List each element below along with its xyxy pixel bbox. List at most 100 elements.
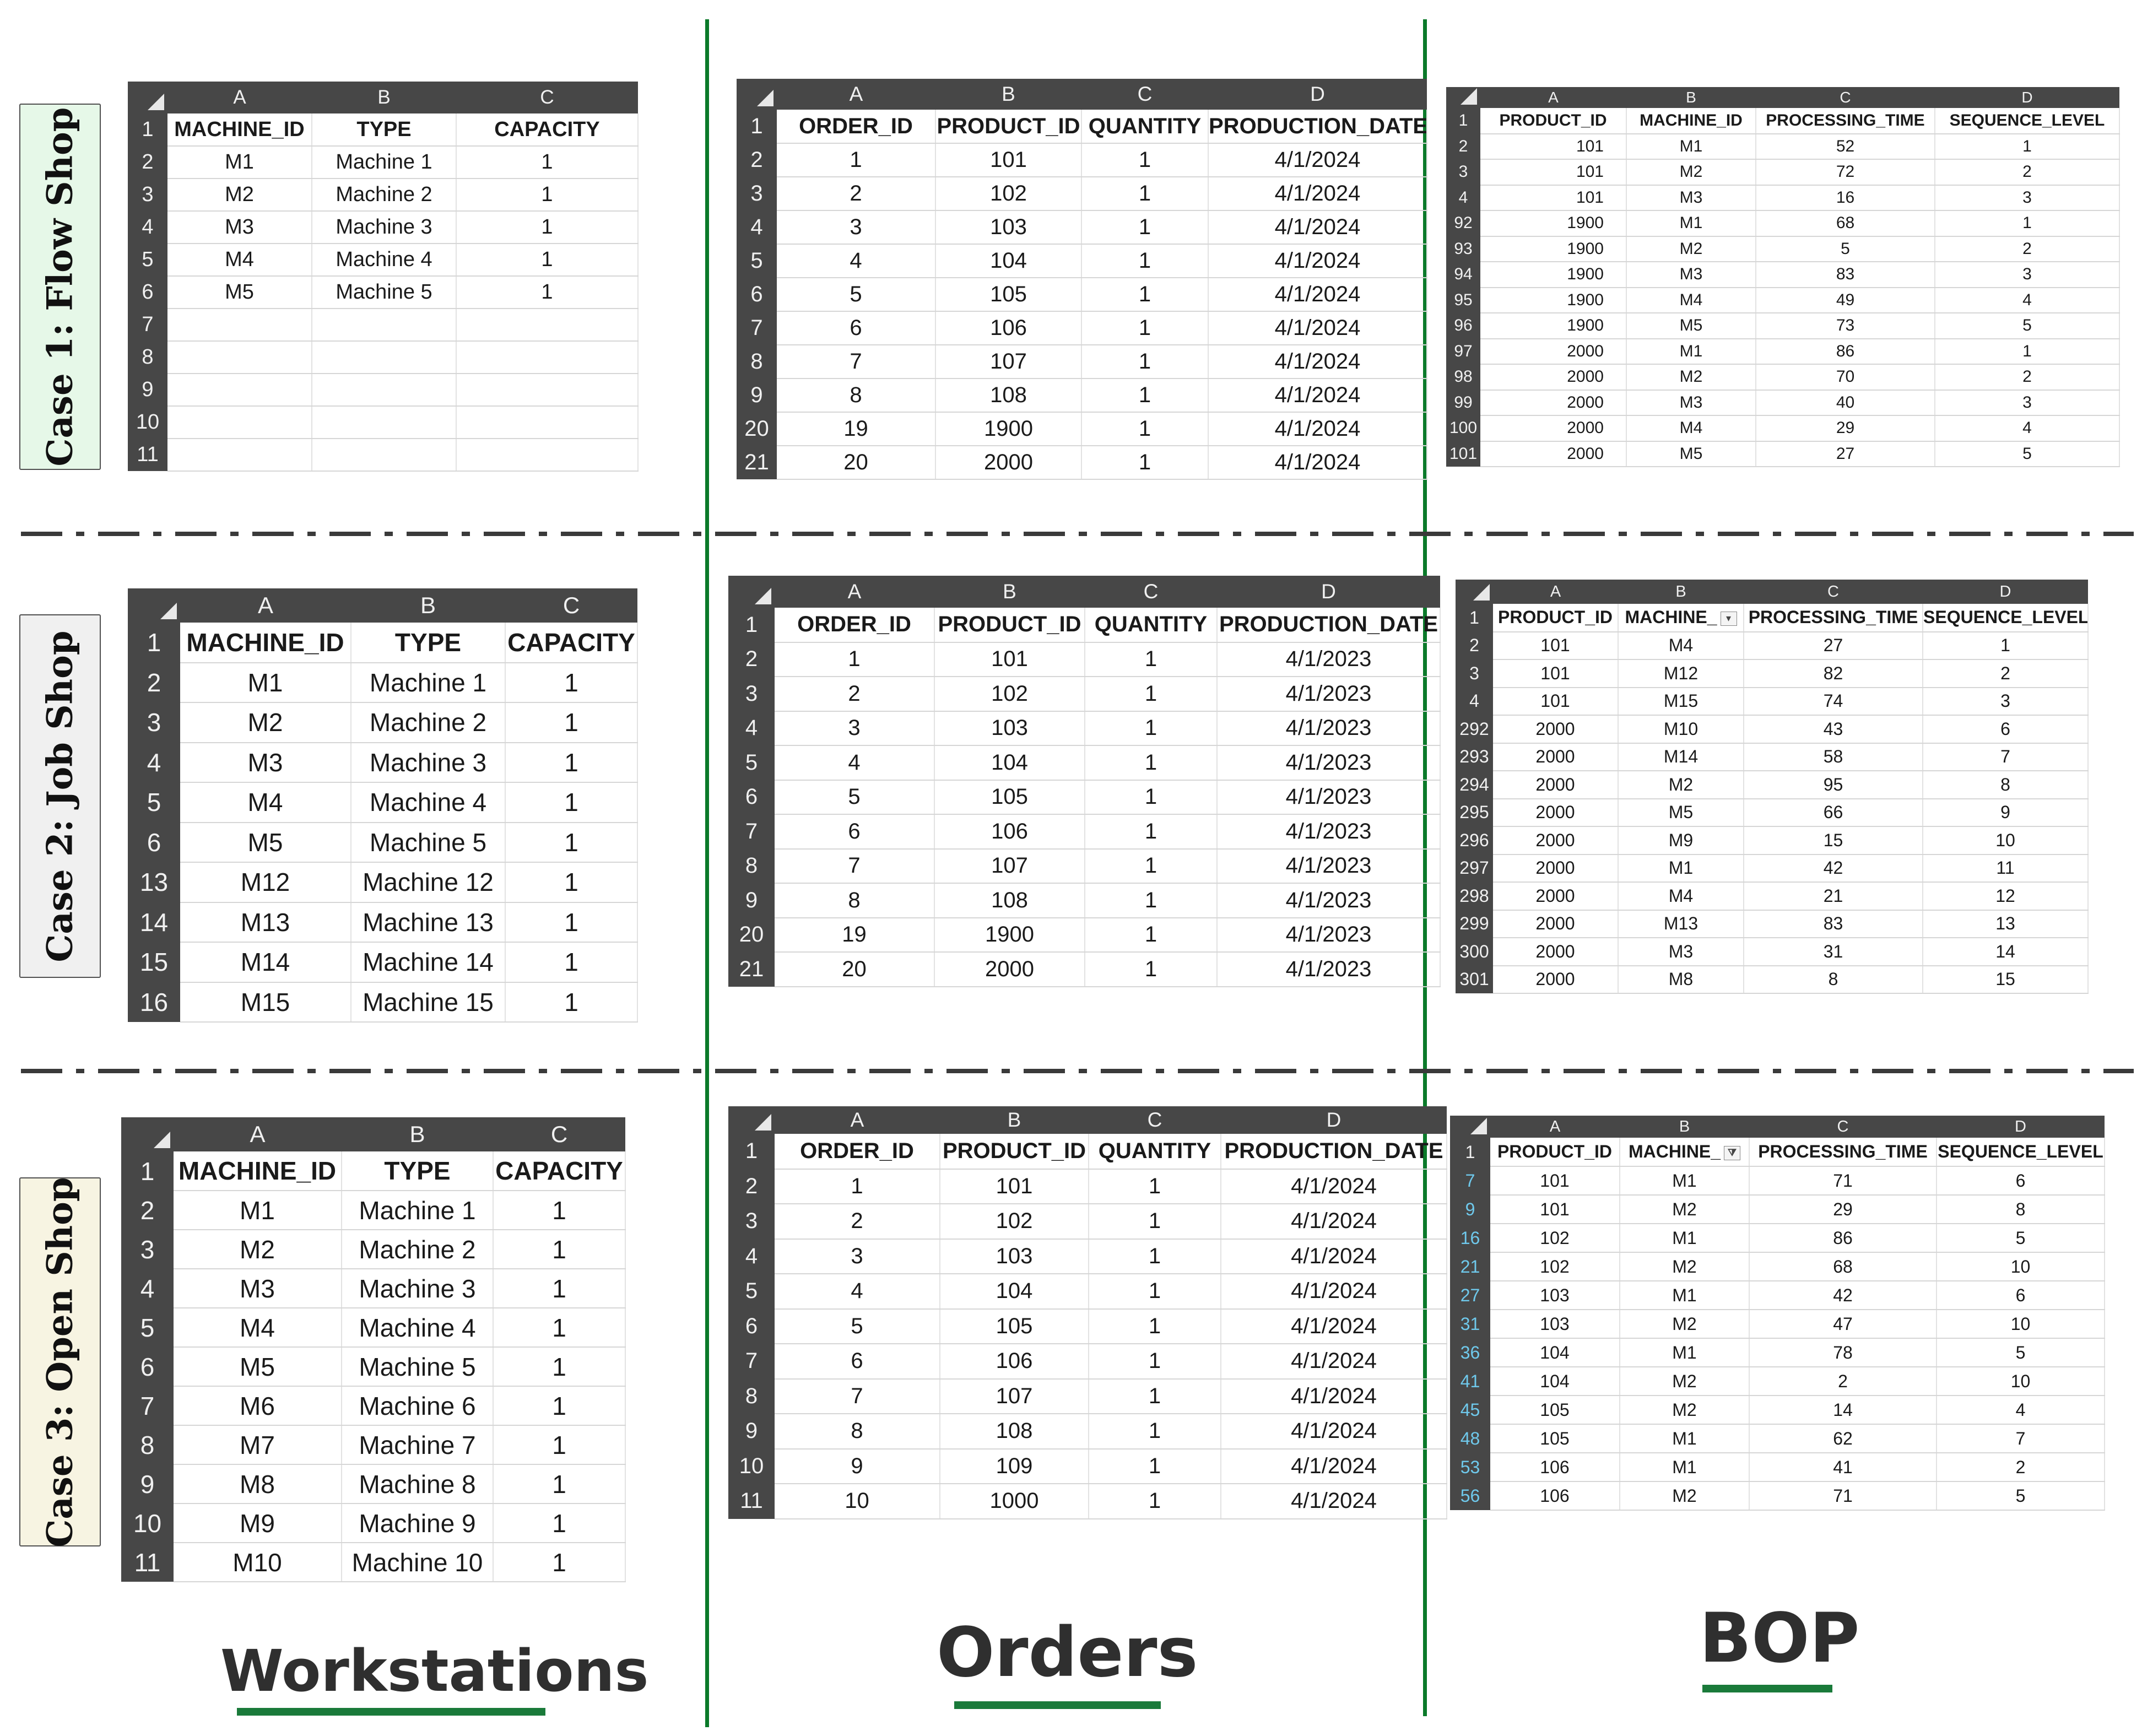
row-number[interactable]: 293 xyxy=(1456,743,1493,771)
cell-c[interactable]: 42 xyxy=(1744,854,1923,883)
row-number[interactable]: 292 xyxy=(1456,715,1493,743)
row-number[interactable]: 295 xyxy=(1456,798,1493,826)
column-header-b[interactable]: B xyxy=(940,1106,1089,1134)
cell-a[interactable]: 104 xyxy=(1490,1367,1620,1396)
cell-d[interactable]: 4/1/2024 xyxy=(1221,1274,1447,1310)
cell-c[interactable]: 1 xyxy=(1085,917,1218,953)
cell-a[interactable]: M4 xyxy=(180,782,351,823)
select-all-corner[interactable] xyxy=(128,82,167,113)
cell-a[interactable]: 2 xyxy=(775,1204,940,1240)
cell-d[interactable]: 1 xyxy=(1935,133,2120,160)
cell-a[interactable]: M2 xyxy=(180,702,351,743)
cell-b[interactable]: M2 xyxy=(1620,1252,1750,1281)
cell-c[interactable]: 1 xyxy=(1081,412,1209,446)
cell-b[interactable]: M2 xyxy=(1620,1195,1750,1224)
cell-c[interactable]: PROCESSING_TIME xyxy=(1756,108,1935,134)
row-number[interactable]: 13 xyxy=(128,862,180,902)
cell-a[interactable]: 1 xyxy=(775,642,935,677)
cell-b[interactable]: M4 xyxy=(1618,882,1744,911)
cell-c[interactable]: 86 xyxy=(1756,338,1935,365)
cell-d[interactable]: 3 xyxy=(1923,687,2089,716)
row-number[interactable]: 4 xyxy=(128,211,167,244)
cell-b[interactable]: 2000 xyxy=(935,446,1082,480)
cell-d[interactable]: 4/1/2023 xyxy=(1217,952,1441,987)
cell-c[interactable]: 1 xyxy=(1089,1308,1221,1344)
cell-a[interactable]: 9 xyxy=(775,1448,940,1484)
cell-c[interactable]: 1 xyxy=(1085,814,1218,850)
cell-a[interactable]: ORDER_ID xyxy=(775,608,935,643)
row-number[interactable]: 10 xyxy=(128,406,167,439)
cell-d[interactable]: 4/1/2024 xyxy=(1208,177,1427,211)
cell-d[interactable]: 4/1/2024 xyxy=(1221,1484,1447,1519)
row-number[interactable]: 6 xyxy=(128,276,167,309)
cell-a[interactable]: M9 xyxy=(174,1504,342,1543)
cell-b[interactable]: M5 xyxy=(1626,313,1756,339)
cell-a[interactable]: 3 xyxy=(775,711,935,746)
cell-d[interactable]: 10 xyxy=(1937,1252,2105,1281)
cell-d[interactable]: 4/1/2024 xyxy=(1221,1414,1447,1450)
cell-b[interactable]: M2 xyxy=(1626,159,1756,186)
column-header-a[interactable]: A xyxy=(1480,87,1626,108)
row-number[interactable]: 20 xyxy=(737,412,777,446)
cell-c[interactable]: 62 xyxy=(1749,1424,1937,1453)
cell-b[interactable]: M4 xyxy=(1618,631,1744,660)
cell-b[interactable]: M3 xyxy=(1626,390,1756,416)
cell-d[interactable]: 7 xyxy=(1937,1424,2105,1453)
cell-c[interactable]: 66 xyxy=(1744,798,1923,827)
cell-d[interactable]: 6 xyxy=(1937,1281,2105,1310)
cell-d[interactable]: 3 xyxy=(1935,185,2120,211)
cell-c[interactable]: 72 xyxy=(1756,159,1935,186)
cell-c[interactable]: 73 xyxy=(1756,313,1935,339)
cell-d[interactable]: 4/1/2023 xyxy=(1217,814,1441,850)
cell-b[interactable]: Machine 2 xyxy=(351,702,506,743)
cell-c[interactable]: 83 xyxy=(1756,262,1935,288)
cell-b[interactable]: M13 xyxy=(1618,910,1744,938)
cell-a[interactable]: ORDER_ID xyxy=(777,110,936,144)
row-number[interactable]: 10 xyxy=(121,1504,174,1543)
cell-a[interactable]: M3 xyxy=(167,211,312,244)
cell-a[interactable]: 2000 xyxy=(1493,882,1619,911)
cell-b[interactable]: M1 xyxy=(1626,133,1756,160)
cell-b[interactable]: M12 xyxy=(1618,659,1744,688)
cell-d[interactable]: 14 xyxy=(1923,938,2089,966)
row-number[interactable]: 11 xyxy=(728,1484,775,1519)
select-all-corner[interactable] xyxy=(737,79,777,110)
cell-d[interactable]: 4/1/2024 xyxy=(1208,446,1427,480)
row-number[interactable]: 1 xyxy=(1456,604,1493,632)
cell-b[interactable]: 105 xyxy=(940,1308,1089,1344)
cell-c[interactable]: 8 xyxy=(1744,965,1923,994)
cell-a[interactable]: M4 xyxy=(174,1308,342,1348)
cell-b[interactable]: Machine 2 xyxy=(312,179,457,212)
select-all-corner[interactable] xyxy=(1446,87,1480,108)
cell-a[interactable]: PRODUCT_ID xyxy=(1493,604,1619,632)
cell-a[interactable]: 101 xyxy=(1480,133,1627,160)
cell-a[interactable]: 1 xyxy=(777,143,936,177)
cell-c[interactable]: 1 xyxy=(1081,244,1209,278)
cell-b[interactable]: TYPE xyxy=(351,623,506,663)
cell-a[interactable]: 10 xyxy=(775,1484,940,1519)
column-header-b[interactable]: B xyxy=(1618,580,1744,604)
row-number[interactable]: 1 xyxy=(728,1134,775,1169)
cell-b[interactable]: 1900 xyxy=(934,917,1085,953)
cell-c[interactable]: 16 xyxy=(1756,185,1935,211)
cell-d[interactable]: 2 xyxy=(1923,659,2089,688)
cell-a[interactable]: 5 xyxy=(775,780,935,815)
cell-d[interactable]: 4/1/2024 xyxy=(1208,143,1427,177)
cell-c[interactable]: 1 xyxy=(505,782,638,823)
cell-b[interactable]: 107 xyxy=(940,1378,1089,1414)
cell-d[interactable]: 4/1/2024 xyxy=(1221,1308,1447,1344)
cell-d[interactable]: SEQUENCE_LEVEL xyxy=(1923,604,2089,632)
cell-a[interactable]: 2 xyxy=(775,677,935,712)
cell-b[interactable]: MACHINE_ ⧩ xyxy=(1620,1138,1750,1167)
row-number[interactable]: 7 xyxy=(728,1344,775,1379)
cell-c[interactable]: 15 xyxy=(1744,826,1923,855)
cell-b[interactable]: Machine 13 xyxy=(351,902,506,943)
cell-d[interactable]: 4/1/2024 xyxy=(1221,1204,1447,1240)
cell-d[interactable]: 4/1/2023 xyxy=(1217,642,1441,677)
cell-d[interactable]: 4/1/2024 xyxy=(1221,1239,1447,1274)
row-number[interactable]: 4 xyxy=(728,1239,775,1274)
cell-c[interactable]: 1 xyxy=(1081,378,1209,413)
cell-c[interactable]: 1 xyxy=(1081,143,1209,177)
cell-b[interactable]: 101 xyxy=(934,642,1085,677)
cell-c[interactable]: 14 xyxy=(1749,1396,1937,1425)
